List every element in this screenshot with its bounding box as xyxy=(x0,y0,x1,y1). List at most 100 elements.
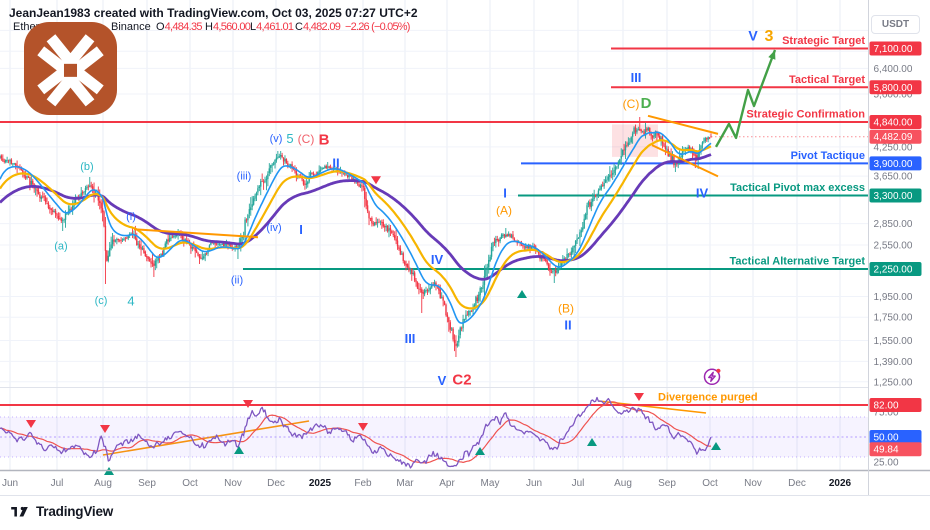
time-tick-label: Mar xyxy=(396,478,414,489)
wave-label: V xyxy=(748,27,758,43)
wave-label: (v) xyxy=(270,133,283,145)
time-tick-label: Apr xyxy=(439,478,455,489)
time-tick-label: Nov xyxy=(744,478,762,489)
wave-label: D xyxy=(641,95,652,112)
ohlc-high: H4,560.00 xyxy=(205,21,251,33)
level-label: Strategic Target xyxy=(782,35,865,47)
wave-label: (B) xyxy=(558,301,574,315)
time-tick-label: Aug xyxy=(614,478,632,489)
buy-signal-marker xyxy=(587,438,597,446)
wave-label: (c) xyxy=(95,295,108,307)
time-axis[interactable]: Jun Jul Aug Sep Oct Nov Dec 2025 Feb Mar Apr May Jun… xyxy=(2,478,852,489)
level-label: Tactical Target xyxy=(789,74,865,86)
trendline[interactable] xyxy=(651,144,719,178)
rsi-badge xyxy=(869,430,922,444)
grid xyxy=(0,0,868,470)
level-label: Pivot Tactique xyxy=(791,150,865,162)
wave-label: (b) xyxy=(80,161,93,173)
time-tick-label: 2026 xyxy=(829,478,852,489)
ma-fast-line xyxy=(0,131,712,324)
ma-mid-line xyxy=(0,139,712,310)
time-tick-label: Aug xyxy=(94,478,112,489)
wave-label: II xyxy=(332,156,339,171)
sell-signal-marker xyxy=(100,425,110,433)
wave-label: (iii) xyxy=(237,170,252,182)
wave-label: II xyxy=(564,318,571,333)
rsi-ma-line xyxy=(0,401,712,464)
time-tick-label: Jul xyxy=(572,478,585,489)
rsi-tick-label: 75.00 xyxy=(874,408,899,419)
price-tick-label: 1,550.00 xyxy=(874,336,913,347)
price-badge-label: 4,840.00 xyxy=(874,118,913,129)
trendline[interactable] xyxy=(102,420,310,456)
price-badge xyxy=(869,80,922,95)
rsi-badge-label: 50.00 xyxy=(874,433,899,444)
trendline[interactable] xyxy=(647,114,719,135)
price-change: −2.26 (−0.05%) xyxy=(345,21,410,33)
tradingview-wordmark: TradingView xyxy=(36,504,114,519)
tradingview-brand-link[interactable]: TradingView xyxy=(8,504,113,519)
time-tick-label: Oct xyxy=(702,478,718,489)
rsi-badge xyxy=(869,442,922,457)
price-tick-label: 1,250.00 xyxy=(874,377,913,388)
time-tick-label: May xyxy=(481,478,500,489)
price-tick-label: 1,950.00 xyxy=(874,292,913,303)
price-badge xyxy=(869,188,922,203)
divergence-label: Divergence purged xyxy=(658,392,758,404)
price-badge-label: 3,300.00 xyxy=(874,191,913,202)
time-tick-label: Jun xyxy=(526,478,542,489)
price-badge-label: 3,900.00 xyxy=(874,159,913,170)
credit-line: JeanJean1983 created with TradingView.co… xyxy=(9,6,418,20)
time-tick-label: Dec xyxy=(267,478,285,489)
tradingview-logo-icon xyxy=(11,506,28,517)
time-tick-label: Oct xyxy=(182,478,198,489)
price-tick-label: 2,550.00 xyxy=(874,241,913,252)
wave-label: C2 xyxy=(452,372,471,389)
rsi-badge xyxy=(869,398,922,412)
level-label: Strategic Confirmation xyxy=(746,109,865,121)
footer-bar: TradingView xyxy=(0,496,930,530)
wave-label: I xyxy=(299,222,303,237)
ohlc-low: L4,461.01 xyxy=(250,21,294,33)
level-lines[interactable] xyxy=(0,47,868,270)
rsi-pane xyxy=(0,396,868,469)
time-tick-label: Jun xyxy=(2,478,18,489)
sell-signal-marker xyxy=(26,420,36,428)
wave-labels: (v) 5 (C) B(b)(iii)II(i)(iv) I(a)IV(ii)(c) 4I… xyxy=(54,27,773,388)
wave-label: (i) xyxy=(126,211,136,223)
wave-label: (C) xyxy=(623,97,640,111)
wave-label: (iv) xyxy=(266,222,281,234)
currency-toggle-button[interactable]: USDT xyxy=(871,15,920,34)
ohlc-open: O4,484.35 xyxy=(156,21,202,33)
buy-signal-marker xyxy=(711,442,721,450)
sell-signal-marker xyxy=(358,423,368,431)
wave-label: III xyxy=(631,70,642,85)
rsi-line xyxy=(0,396,712,469)
wave-label: (a) xyxy=(54,240,67,252)
price-tick-label: 4,250.00 xyxy=(874,142,913,153)
rsi-badge-label: 82.00 xyxy=(874,401,899,412)
price-badge-label: 2,250.00 xyxy=(874,265,913,276)
time-tick-label: Jul xyxy=(51,478,64,489)
time-tick-label: 2025 xyxy=(309,478,332,489)
price-badge xyxy=(869,129,922,144)
candle-wicks-down xyxy=(0,117,712,357)
wave-label: 5 xyxy=(286,131,293,146)
price-tick-label: 6,400.00 xyxy=(874,64,913,75)
candlestick-series xyxy=(0,117,712,357)
price-axis[interactable]: 6,400.00 5,600.00 4,250.00 3,650.00 2,850.00… xyxy=(869,41,922,469)
wave-label: (A) xyxy=(496,204,512,218)
rsi-tick-label: 25.00 xyxy=(874,458,899,469)
wave-label: (ii) xyxy=(231,274,243,286)
trendline[interactable] xyxy=(133,228,259,239)
price-badge xyxy=(869,115,922,129)
buy-signal-marker xyxy=(517,290,527,298)
price-tick-label: 5,600.00 xyxy=(874,90,913,101)
price-tick-label: 1,390.00 xyxy=(874,357,913,368)
ma-slow-line xyxy=(0,153,712,281)
projection-arrow[interactable] xyxy=(714,49,777,148)
time-tick-label: Sep xyxy=(138,478,156,489)
boost-flash-icon[interactable] xyxy=(703,368,721,386)
publisher-avatar-icon[interactable] xyxy=(24,20,117,117)
